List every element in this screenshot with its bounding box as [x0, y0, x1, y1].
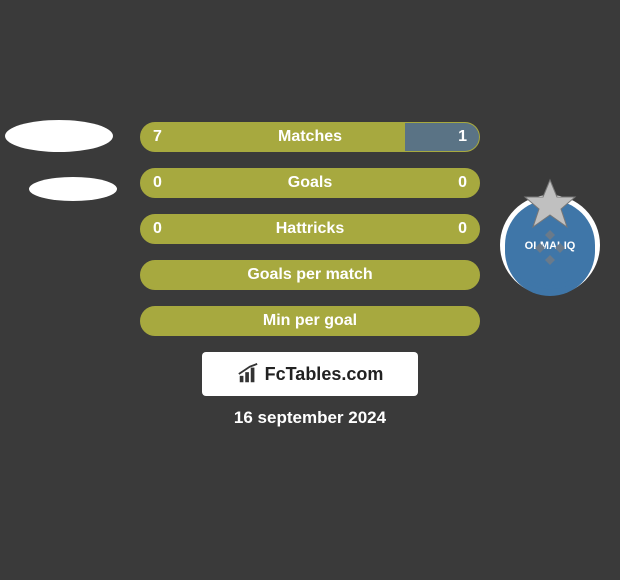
ellipse-shape	[5, 120, 113, 152]
crest-icon: OLMALIQ	[495, 175, 605, 305]
stat-label: Goals	[141, 169, 479, 197]
stat-label: Hattricks	[141, 215, 479, 243]
left-team-badge	[5, 105, 115, 215]
stat-value-left: 7	[153, 123, 162, 151]
stat-row: Goals0 0	[140, 168, 480, 198]
stat-value-right: 1	[458, 123, 467, 151]
stat-row: Min per goal	[140, 306, 480, 336]
stat-value-right: 0	[458, 169, 467, 197]
brand-text: FcTables.com	[265, 364, 384, 385]
stat-row: Hattricks0 0	[140, 214, 480, 244]
svg-text:OLMALIQ: OLMALIQ	[525, 240, 576, 252]
ellipse-shape	[29, 177, 117, 201]
stat-label: Goals per match	[141, 261, 479, 289]
stats-table: Matches71Goals00Hattricks00Goals per mat…	[140, 122, 480, 352]
stat-row: Goals per match	[140, 260, 480, 290]
brand-box: FcTables.com	[202, 352, 418, 396]
stat-label: Matches	[141, 123, 479, 151]
stat-value-left: 0	[153, 215, 162, 243]
stat-row: Matches7 1	[140, 122, 480, 152]
stat-label: Min per goal	[141, 307, 479, 335]
stat-value-right: 0	[458, 215, 467, 243]
date-text: 16 september 2024	[0, 408, 620, 428]
right-team-badge: OLMALIQ	[495, 175, 605, 285]
bar-chart-icon	[237, 363, 259, 385]
stat-value-left: 0	[153, 169, 162, 197]
